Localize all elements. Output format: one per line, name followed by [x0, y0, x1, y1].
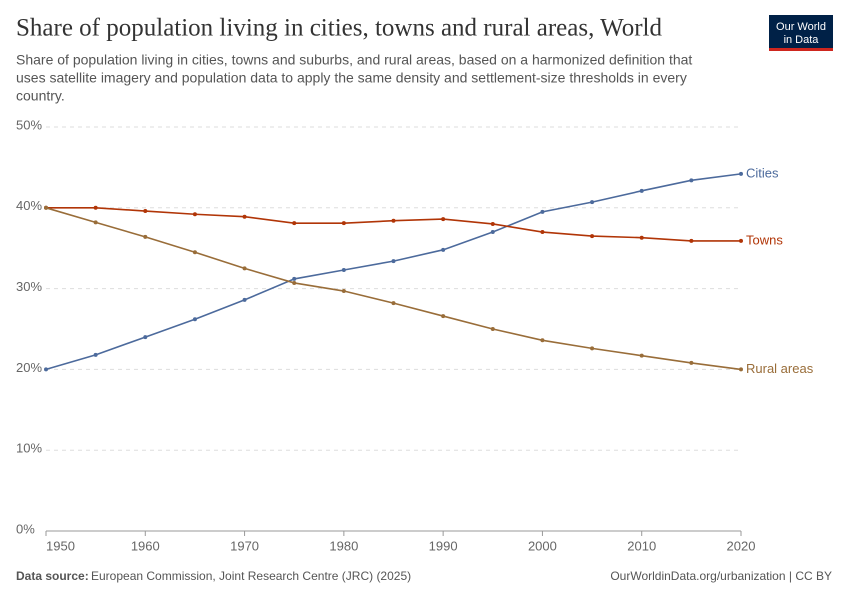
x-tick-label: 1950: [46, 538, 75, 553]
subtitle: country.: [16, 88, 65, 104]
data-point: [639, 235, 644, 240]
data-point: [44, 367, 48, 372]
data-point: [689, 178, 694, 183]
data-point: [143, 234, 148, 239]
data-point: [93, 220, 98, 225]
y-tick-label: 50%: [16, 117, 42, 132]
x-tick-label: 1980: [329, 538, 358, 553]
data-point: [192, 250, 197, 255]
legend-label: Towns: [746, 232, 783, 247]
series-line: [45, 173, 742, 371]
data-point: [341, 221, 346, 226]
data-point: [93, 352, 98, 357]
data-point: [590, 346, 595, 351]
logo[interactable]: [769, 15, 833, 51]
data-point: [590, 234, 595, 239]
chart-title: Share of population living in cities, to…: [16, 15, 662, 42]
data-point: [391, 259, 396, 264]
x-tick-label: 2010: [627, 538, 656, 553]
y-tick-label: 40%: [16, 198, 42, 213]
data-point: [441, 247, 446, 252]
x-tick-label: 2020: [727, 538, 756, 553]
legend-label: Cities: [746, 165, 779, 180]
data-point: [292, 280, 297, 285]
series-line: [46, 207, 741, 242]
data-point: [242, 214, 247, 219]
logo-bar: [769, 48, 833, 51]
data-point: [341, 289, 346, 294]
y-tick-label: 30%: [16, 279, 42, 294]
data-point: [242, 266, 247, 271]
subtitle: Share of population living in cities, to…: [16, 52, 692, 68]
data-point: [639, 353, 644, 358]
data-point: [490, 221, 495, 226]
x-tick-label: 1990: [429, 538, 458, 553]
y-tick-label: 10%: [16, 441, 42, 456]
data-point: [44, 205, 48, 210]
logo-text: Our World: [776, 21, 826, 33]
subtitle: uses satellite imagery and population da…: [16, 70, 687, 86]
data-point: [143, 335, 148, 340]
data-point: [590, 200, 595, 205]
data-point: [143, 209, 148, 214]
data-point: [490, 327, 495, 331]
data-point: [391, 301, 396, 306]
data-point: [739, 367, 743, 372]
data-point: [242, 297, 247, 302]
data-point: [292, 221, 297, 226]
data-point: [391, 218, 396, 223]
data-point: [540, 338, 545, 343]
credit[interactable]: OurWorldinData.org/urbanization | CC BY: [610, 569, 832, 583]
data-point: [490, 230, 495, 235]
data-point: [441, 217, 446, 222]
y-tick-label: 20%: [16, 360, 42, 375]
x-tick-label: 2000: [528, 538, 557, 553]
source-label: Data source:: [16, 569, 89, 583]
data-point: [739, 171, 743, 176]
data-point: [689, 360, 694, 365]
data-point: [192, 212, 197, 217]
x-tick-label: 1960: [131, 538, 160, 553]
logo-text: in Data: [784, 34, 820, 46]
source: European Commission, Joint Research Cent…: [91, 569, 411, 583]
data-point: [689, 238, 694, 243]
x-tick-label: 1970: [230, 538, 259, 553]
data-point: [739, 238, 743, 243]
data-point: [540, 209, 545, 214]
data-point: [341, 268, 346, 273]
data-point: [292, 276, 297, 281]
data-point: [192, 317, 197, 322]
data-point: [93, 205, 98, 210]
legend-label: Rural areas: [746, 361, 814, 376]
data-point: [540, 230, 545, 235]
data-point: [441, 314, 446, 319]
y-tick-label: 0%: [16, 521, 35, 536]
data-point: [639, 188, 644, 193]
